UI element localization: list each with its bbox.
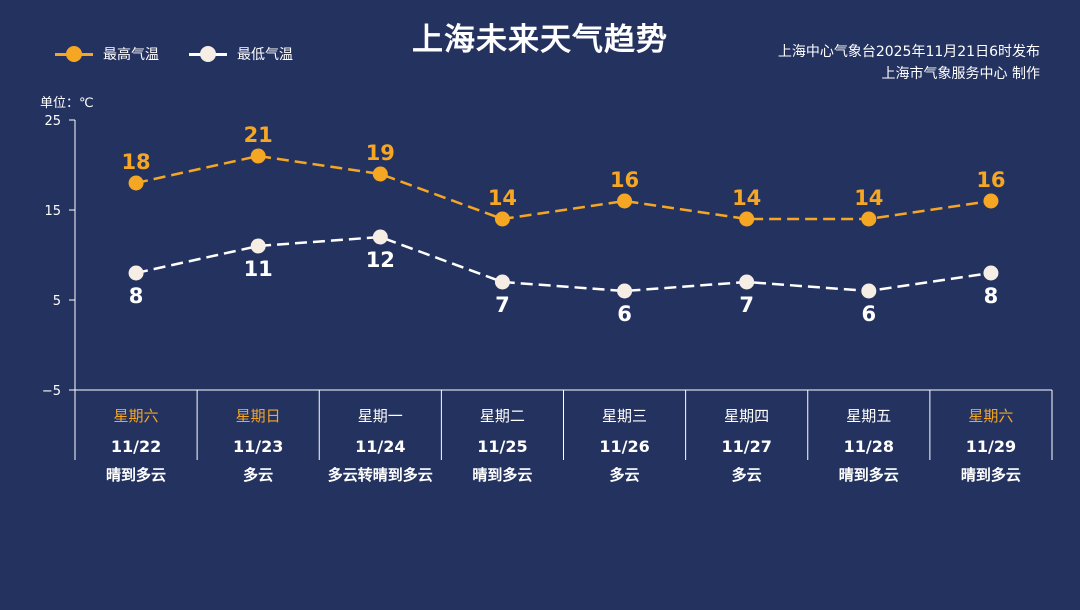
date-label: 11/23 [233,437,283,456]
weekday-label: 星期六 [968,407,1013,425]
weekday-label: 星期三 [602,407,647,425]
low-temp-point [372,229,388,245]
date-label: 11/22 [111,437,161,456]
weekday-label: 星期五 [846,407,891,425]
low-temp-series-line [135,235,992,293]
date-label: 11/28 [844,437,894,456]
date-label: 11/27 [722,437,772,456]
low-temp-data-label: 11 [244,257,273,281]
high-temp-data-label: 16 [610,168,639,192]
low-temp-point [250,238,266,254]
high-temp-data-label: 16 [976,168,1005,192]
y-tick-label: −5 [42,384,61,399]
high-temp-data-label: 18 [121,150,150,174]
low-temp-data-label: 6 [617,302,632,326]
high-temp-point [128,175,144,191]
low-temp-point [128,265,144,281]
weather-label: 多云 [243,466,273,484]
low-temp-point [617,283,633,299]
weekday-label: 星期一 [358,407,403,425]
weekday-label: 星期日 [236,407,281,425]
high-temp-data-label: 14 [488,186,517,210]
legend-item-high: 最高气温 [55,44,159,64]
weekday-label: 星期四 [724,407,769,425]
weather-label: 多云转晴到多云 [328,466,433,484]
high-temp-data-label: 14 [854,186,883,210]
weather-label: 多云 [610,466,640,484]
source-line-publish: 上海中心气象台2025年11月21日6时发布 [777,44,1040,60]
high-temp-point [250,148,266,164]
chart-legend: 最高气温 最低气温 [55,44,323,64]
legend-label-high: 最高气温 [103,47,159,63]
high-temp-point [983,193,999,209]
low-temp-data-label: 8 [984,284,999,308]
weather-label: 晴到多云 [472,466,532,484]
source-line-producer: 上海市气象服务中心 制作 [881,66,1040,82]
date-label: 11/24 [355,437,405,456]
date-label: 11/25 [477,437,527,456]
weather-label: 晴到多云 [106,466,166,484]
high-temp-point [739,211,755,227]
date-label: 11/26 [599,437,649,456]
source-credit: 上海中心气象台2025年11月21日6时发布 上海市气象服务中心 制作 [778,41,1040,85]
y-tick-label: 15 [44,204,61,219]
low-temp-point [494,274,510,290]
date-label: 11/29 [966,437,1016,456]
low-temp-data-label: 8 [129,284,144,308]
low-temp-legend-icon [189,46,227,62]
high-temp-point [617,193,633,209]
high-temp-series-line [135,154,992,221]
legend-item-low: 最低气温 [189,44,293,64]
weather-label: 晴到多云 [961,466,1021,484]
high-temp-data-label: 21 [244,123,273,147]
low-temp-data-label: 6 [862,302,877,326]
low-temp-data-label: 12 [366,248,395,272]
low-temp-point [983,265,999,281]
weather-label: 多云 [732,466,762,484]
high-temp-point [372,166,388,182]
low-temp-data-label: 7 [495,293,510,317]
low-temp-point [739,274,755,290]
high-temp-data-label: 19 [366,141,395,165]
weather-label: 晴到多云 [839,466,899,484]
y-tick-label: 5 [53,294,61,309]
page-title: 上海未来天气趋势 [412,22,668,58]
y-tick-label: 25 [44,114,61,129]
high-temp-point [494,211,510,227]
low-temp-data-label: 7 [739,293,754,317]
weekday-label: 星期二 [480,407,525,425]
high-temp-point [861,211,877,227]
high-temp-legend-icon [55,46,93,62]
legend-label-low: 最低气温 [237,47,293,63]
weekday-label: 星期六 [114,407,159,425]
high-temp-data-label: 14 [732,186,761,210]
unit-label: 单位：℃ [40,96,94,111]
low-temp-point [861,283,877,299]
